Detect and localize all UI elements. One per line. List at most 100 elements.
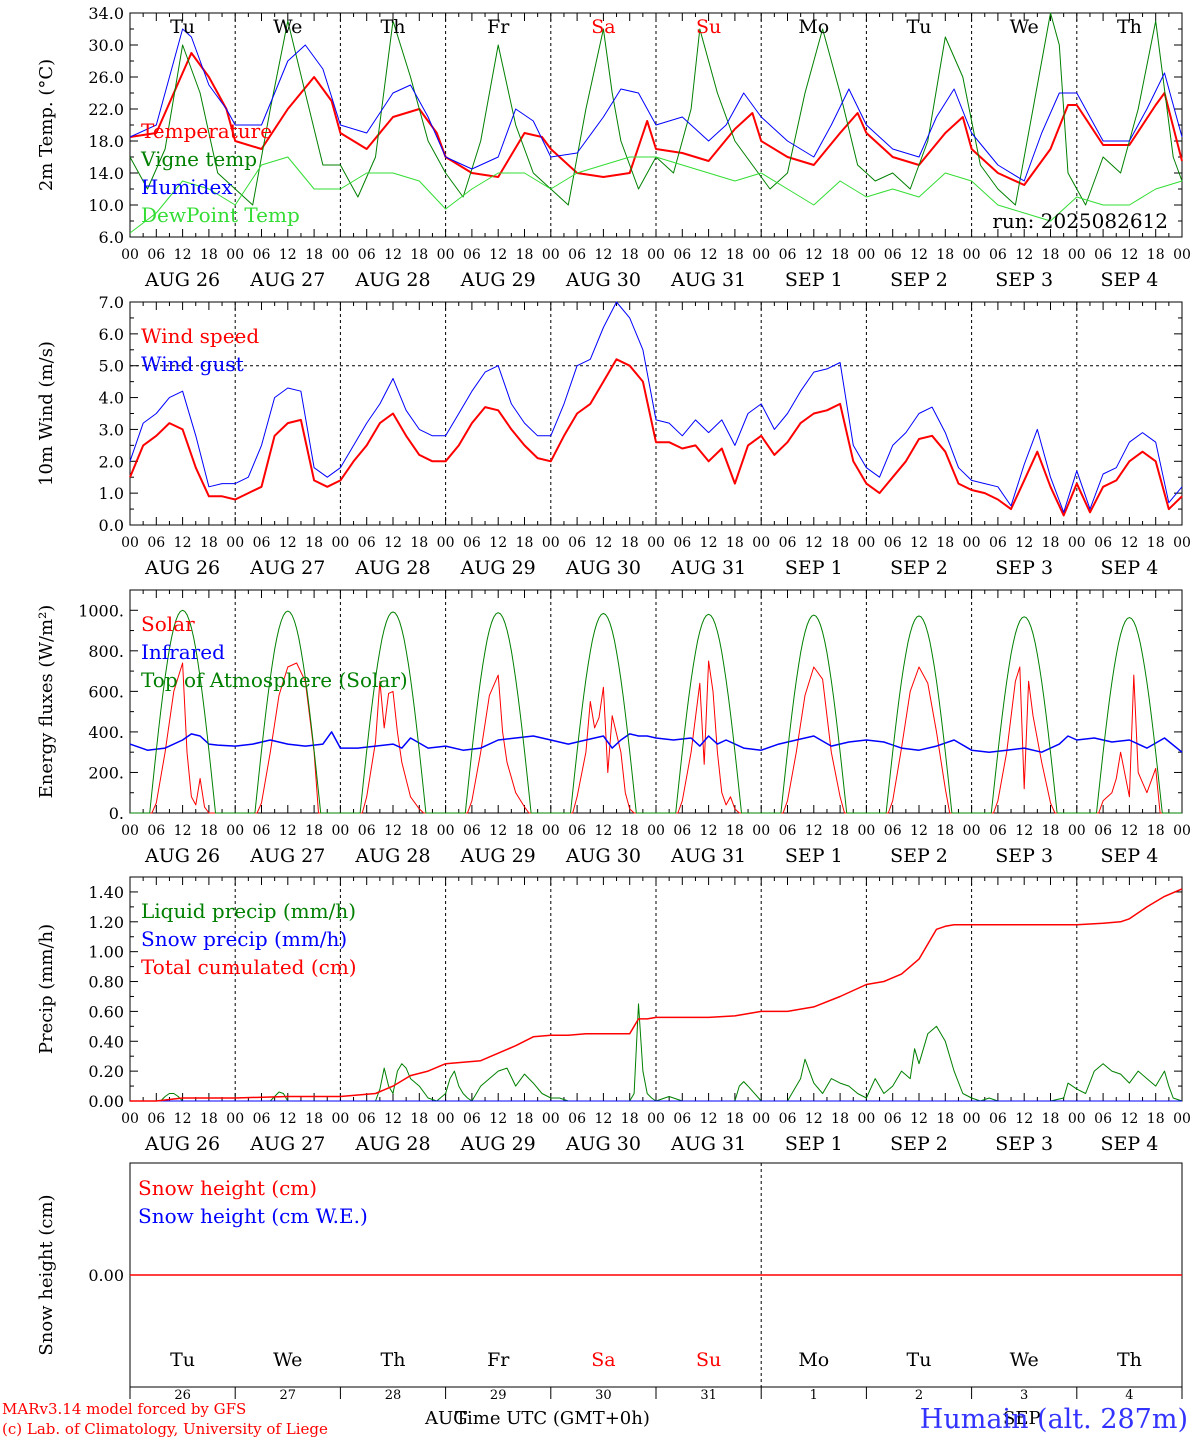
day-label: Fr <box>487 16 510 38</box>
day-number: 26 <box>174 1388 191 1403</box>
date-label: AUG 26 <box>144 269 220 291</box>
y-tick-label: 1.00 <box>88 943 124 962</box>
hour-label: 18 <box>1147 1111 1165 1127</box>
hour-label: 12 <box>384 823 402 839</box>
hour-label: 18 <box>936 1111 954 1127</box>
date-label: SEP 4 <box>1100 557 1158 579</box>
hour-label: 06 <box>568 535 586 551</box>
panel-1: 6.0 10.0 14.0 18.0 22.0 26.0 30.0 34.0 2m Temp. … <box>36 4 1191 291</box>
date-label: SEP 2 <box>890 845 948 867</box>
hour-label: 12 <box>594 247 612 263</box>
hour-label: 06 <box>147 823 165 839</box>
hour-label: 12 <box>384 247 402 263</box>
day-label: We <box>273 1349 302 1371</box>
hour-label: 12 <box>1120 535 1138 551</box>
day-number: 28 <box>385 1388 402 1403</box>
day-number: 30 <box>595 1388 612 1403</box>
hour-label: 06 <box>253 1111 271 1127</box>
hour-label: 12 <box>174 823 192 839</box>
date-label: SEP 2 <box>890 269 948 291</box>
footer-month-right: SEP <box>1003 1408 1041 1429</box>
hour-label: 06 <box>884 247 902 263</box>
hour-label: 06 <box>673 535 691 551</box>
hour-label: 12 <box>384 535 402 551</box>
date-label: AUG 30 <box>565 557 641 579</box>
hour-label: 00 <box>963 535 981 551</box>
hour-label: 00 <box>1173 1111 1191 1127</box>
hour-label: 06 <box>358 1111 376 1127</box>
day-label: Mo <box>798 1349 829 1371</box>
day-label: Tu <box>170 1349 195 1371</box>
date-label: AUG 29 <box>460 1133 536 1155</box>
hour-label: 18 <box>726 247 744 263</box>
hour-label: 00 <box>437 247 455 263</box>
hour-label: 00 <box>1173 247 1191 263</box>
hour-label: 12 <box>594 823 612 839</box>
date-label: SEP 1 <box>785 1133 843 1155</box>
panels: 6.010.014.018.022.026.030.034.02m Temp. … <box>36 4 1191 1403</box>
hour-label: 12 <box>1015 247 1033 263</box>
hour-label: 06 <box>147 535 165 551</box>
legend-entry: Solar <box>141 612 195 636</box>
hour-label: 12 <box>279 823 297 839</box>
date-label: AUG 29 <box>460 845 536 867</box>
legend-entry: Liquid precip (mm/h) <box>141 899 356 923</box>
y-tick-label: 0. <box>109 804 124 823</box>
hour-label: 00 <box>647 823 665 839</box>
hour-label: 12 <box>489 823 507 839</box>
date-label: SEP 4 <box>1100 1133 1158 1155</box>
hour-label: 12 <box>174 535 192 551</box>
hour-label: 00 <box>121 535 139 551</box>
hour-label: 06 <box>989 535 1007 551</box>
run-label: run: 2025082612 <box>992 209 1168 233</box>
hour-label: 18 <box>1042 535 1060 551</box>
hour-label: 06 <box>779 823 797 839</box>
y-tick-label: 6.0 <box>99 228 124 247</box>
hour-label: 06 <box>568 1111 586 1127</box>
legend-entry: Humidex <box>141 175 233 199</box>
date-label: SEP 3 <box>995 845 1053 867</box>
hour-label: 12 <box>910 535 928 551</box>
hour-label: 12 <box>489 1111 507 1127</box>
series-humidex <box>129 28 1183 182</box>
hour-label: 18 <box>726 535 744 551</box>
hour-label: 00 <box>331 1111 349 1127</box>
hour-label: 06 <box>463 823 481 839</box>
hour-label: 18 <box>200 247 218 263</box>
hour-label: 12 <box>1015 535 1033 551</box>
day-label: Th <box>381 16 406 38</box>
legend-entry: Vigne temp <box>140 147 257 171</box>
y-tick-label: 1000. <box>78 601 124 620</box>
date-label: AUG 28 <box>354 1133 430 1155</box>
y-axis-label: Precip (mm/h) <box>36 924 57 1054</box>
legend-entry: Total cumulated (cm) <box>141 955 357 979</box>
hour-label: 12 <box>1120 247 1138 263</box>
date-label: SEP 3 <box>995 557 1053 579</box>
date-label: SEP 1 <box>785 269 843 291</box>
date-label: AUG 28 <box>354 557 430 579</box>
hour-label: 06 <box>884 823 902 839</box>
date-label: SEP 4 <box>1100 845 1158 867</box>
hour-label: 06 <box>463 535 481 551</box>
day-label: Mo <box>798 16 829 38</box>
y-axis-label: 10m Wind (m/s) <box>36 341 57 486</box>
series-solar <box>130 660 1182 814</box>
hour-label: 12 <box>489 535 507 551</box>
hour-label: 06 <box>1094 535 1112 551</box>
hour-label: 00 <box>752 247 770 263</box>
y-tick-label: 600. <box>88 682 124 701</box>
hour-label: 00 <box>752 1111 770 1127</box>
hour-label: 00 <box>542 247 560 263</box>
y-tick-label: 1.40 <box>88 883 124 902</box>
y-tick-label: 0.0 <box>99 516 124 535</box>
hour-label: 18 <box>200 823 218 839</box>
y-tick-label: 30.0 <box>88 36 124 55</box>
hour-label: 06 <box>884 535 902 551</box>
day-label: We <box>1010 1349 1039 1371</box>
hour-label: 06 <box>1094 1111 1112 1127</box>
date-label: AUG 30 <box>565 269 641 291</box>
hour-label: 18 <box>1042 823 1060 839</box>
hour-label: 18 <box>200 1111 218 1127</box>
hour-label: 18 <box>1042 247 1060 263</box>
hour-label: 18 <box>305 823 323 839</box>
